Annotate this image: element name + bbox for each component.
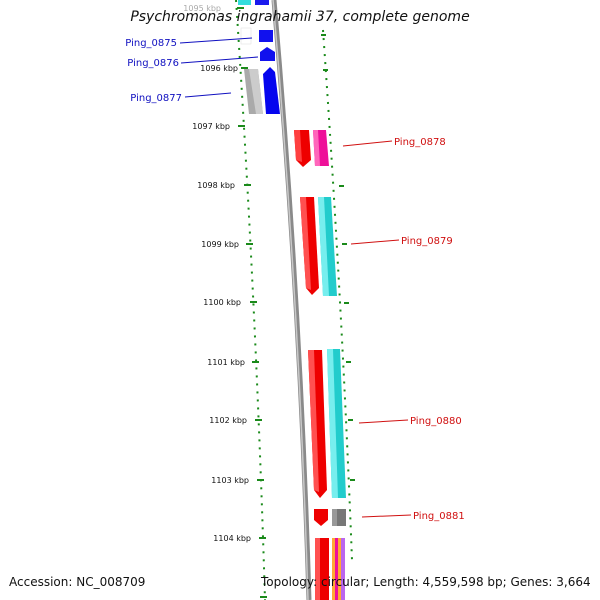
scale-label: 1099 kbp (201, 240, 239, 249)
gene-label-ping-0879: Ping_0879 (401, 236, 453, 247)
gene-ping-0876 (260, 47, 275, 61)
feature-top (238, 0, 269, 5)
summary-text: Topology: circular; Length: 4,559,598 bp… (261, 575, 591, 589)
gene-ping-0879 (300, 197, 337, 296)
scale-ticks (237, 7, 267, 598)
gene-label-ping-0881: Ping_0881 (413, 511, 465, 522)
scale-label: 1100 kbp (203, 298, 241, 307)
gene-ping-0878 (294, 130, 329, 167)
scale-label: 1096 kbp (200, 64, 238, 73)
scale-label: 1097 kbp (192, 122, 230, 131)
accession-text: Accession: NC_008709 (9, 575, 146, 589)
gene-label-ping-0878: Ping_0878 (394, 137, 446, 148)
gene-label-ping-0876: Ping_0876 (127, 58, 179, 69)
gene-ping-0875 (240, 27, 273, 45)
scale-label: 1102 kbp (209, 416, 247, 425)
scale-label: 1095 kbp (183, 4, 221, 13)
gene-label-ping-0880: Ping_0880 (410, 416, 462, 427)
label-connectors (179, 37, 412, 518)
gene-ping-0880 (308, 349, 346, 498)
scale-label: 1103 kbp (211, 476, 249, 485)
scale-label: 1101 kbp (207, 358, 245, 367)
gene-labels: Ping_0875 Ping_0876 Ping_0877 Ping_0878 … (125, 38, 464, 522)
gene-ping-0881 (314, 509, 346, 526)
genome-backbone (271, 0, 312, 600)
gene-ping-0877 (244, 67, 280, 114)
gene-label-ping-0877: Ping_0877 (130, 93, 182, 104)
map-title: Psychromonas ingrahamii 37, complete gen… (130, 9, 470, 25)
gene-label-ping-0875: Ping_0875 (125, 38, 177, 49)
scale-label: 1098 kbp (197, 181, 235, 190)
right-major-ticks (321, 34, 355, 481)
scale-labels: 1095 kbp 1096 kbp 1097 kbp 1098 kbp 1099… (183, 4, 251, 543)
feature-bottom (315, 538, 345, 600)
scale-label: 1104 kbp (213, 534, 251, 543)
